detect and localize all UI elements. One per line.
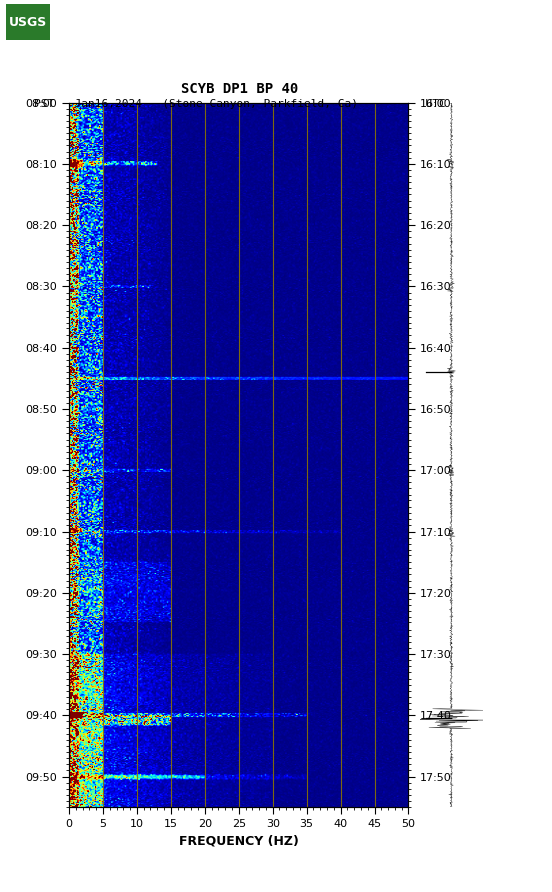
X-axis label: FREQUENCY (HZ): FREQUENCY (HZ) [179,835,299,847]
Text: PST   Jan16,2024   (Stone Canyon, Parkfield, Ca)          UTC: PST Jan16,2024 (Stone Canyon, Parkfield,… [34,99,446,110]
Text: SCYB DP1 BP 40: SCYB DP1 BP 40 [182,82,299,96]
Text: USGS: USGS [8,16,47,29]
